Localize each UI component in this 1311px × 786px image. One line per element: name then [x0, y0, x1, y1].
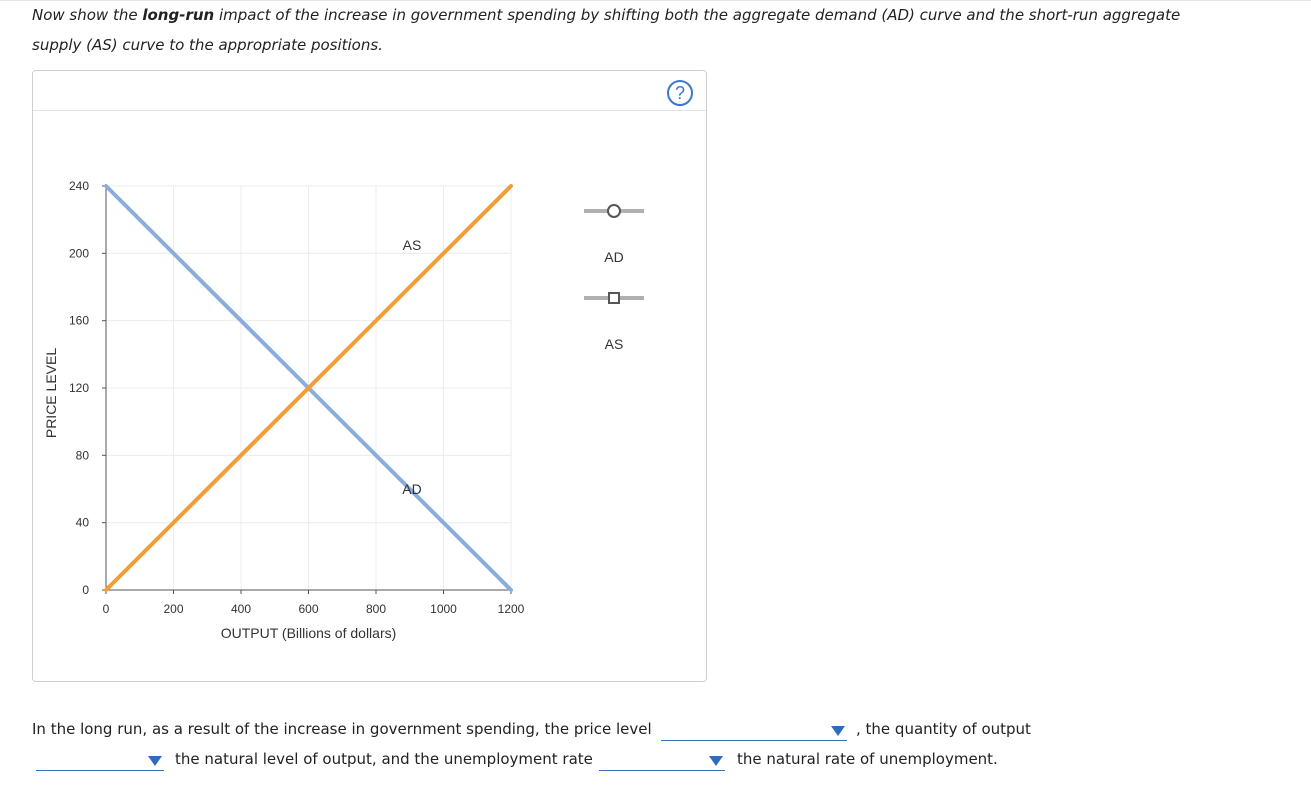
price-level-chevron-down-icon — [831, 726, 845, 736]
answer-line2-middle: the natural level of output, and the une… — [175, 750, 593, 768]
help-button[interactable]: ? — [667, 80, 693, 106]
ad-curve-label: AD — [402, 481, 421, 497]
top-divider — [0, 0, 1311, 1]
x-tick-label: 800 — [366, 602, 386, 616]
as-curve[interactable] — [104, 184, 513, 592]
y-axis-label: PRICE LEVEL — [43, 348, 59, 438]
legend-as-label: AS — [605, 336, 624, 352]
y-tick-label: 80 — [76, 448, 90, 462]
prompt-emphasis: long-run — [142, 6, 215, 24]
help-question-icon: ? — [674, 83, 685, 103]
x-tick-label: 400 — [231, 602, 251, 616]
y-tick-label: 40 — [76, 516, 90, 530]
question-prompt: Now show the long-run impact of the incr… — [32, 0, 1232, 60]
y-tick-label: 0 — [82, 583, 89, 597]
x-tick-label: 1000 — [430, 602, 457, 616]
x-axis-label: OUTPUT (Billions of dollars) — [221, 625, 397, 641]
answer-line2-after: the natural rate of unemployment. — [737, 750, 998, 768]
y-tick-label: 200 — [69, 246, 89, 260]
x-tick-label: 600 — [298, 602, 318, 616]
output-dropdown[interactable] — [36, 751, 164, 771]
answer-line1-after: , the quantity of output — [856, 720, 1031, 738]
y-tick-label: 160 — [69, 314, 89, 328]
x-tick-label: 1200 — [498, 602, 525, 616]
unemployment-chevron-down-icon — [709, 756, 723, 766]
legend-as-square-icon[interactable] — [608, 292, 620, 304]
legend-ad-circle-icon[interactable] — [607, 204, 621, 218]
y-tick-label: 120 — [69, 381, 89, 395]
prompt-text-end: impact of the increase in government spe… — [32, 6, 1181, 54]
legend-ad-label: AD — [604, 249, 623, 265]
panel-header-divider — [33, 110, 706, 111]
price-level-dropdown[interactable] — [661, 721, 847, 741]
y-tick-label: 240 — [69, 179, 89, 193]
prompt-text-start: Now show the — [32, 6, 143, 24]
graph-panel: ? — [32, 70, 707, 682]
x-tick-label: 200 — [163, 602, 183, 616]
output-chevron-down-icon — [148, 756, 162, 766]
x-tick-label: 0 — [103, 602, 110, 616]
as-curve-label: AS — [403, 237, 422, 253]
unemployment-dropdown[interactable] — [599, 751, 725, 771]
answer-line1-text: In the long run, as a result of the incr… — [32, 720, 652, 738]
